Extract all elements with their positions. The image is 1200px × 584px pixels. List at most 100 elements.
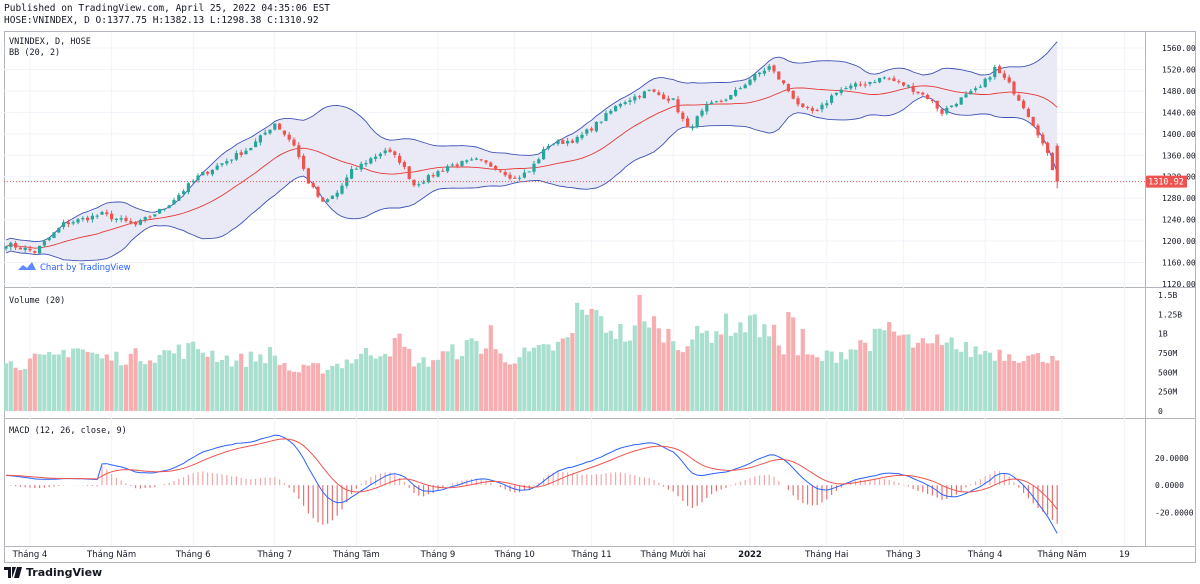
volume-bar xyxy=(354,359,359,411)
volume-bar xyxy=(253,361,258,411)
candle-body xyxy=(532,163,536,172)
volume-bar xyxy=(925,343,930,411)
candle-body xyxy=(542,149,546,160)
candle-body xyxy=(863,84,867,86)
candle-body xyxy=(623,102,627,104)
candle-body xyxy=(460,161,464,167)
volume-bar xyxy=(23,369,28,411)
tradingview-logo-icon xyxy=(4,567,22,578)
volume-bar xyxy=(963,342,969,411)
volume-axis-label: 1.5B xyxy=(1158,291,1177,300)
candle-body xyxy=(215,165,219,170)
volume-bar xyxy=(570,333,575,411)
volume-bar xyxy=(147,360,153,411)
candle-body xyxy=(134,221,138,225)
volume-legend[interactable]: Volume (20) xyxy=(9,296,65,306)
volume-bar xyxy=(32,353,37,411)
volume-bar xyxy=(383,353,388,411)
candle-body xyxy=(825,103,829,106)
footer-brand[interactable]: TradingView xyxy=(4,566,102,579)
candle-body xyxy=(33,251,37,253)
candlesticks[interactable] xyxy=(4,63,1059,255)
volume-bar xyxy=(344,359,349,411)
volume-bars[interactable] xyxy=(3,295,1060,411)
price-axis-label: 1200.00 xyxy=(1162,237,1196,246)
candle-body xyxy=(566,141,570,144)
candle-body xyxy=(830,95,834,103)
volume-bar xyxy=(786,312,791,411)
candle-body xyxy=(14,243,18,248)
candle-body xyxy=(503,172,507,176)
candle-body xyxy=(537,159,541,164)
volume-bar xyxy=(378,356,383,411)
candle-body xyxy=(57,227,61,233)
candle-body xyxy=(326,199,330,202)
tradingview-watermark[interactable]: Chart by TradingView xyxy=(18,262,131,273)
volume-bar xyxy=(71,348,76,411)
last-price-badge xyxy=(1146,175,1187,188)
price-axis-label: 1360.00 xyxy=(1162,151,1196,160)
candle-body xyxy=(278,123,282,130)
volume-bar xyxy=(109,360,114,411)
volume-bar xyxy=(555,341,561,411)
candle-body xyxy=(494,165,498,170)
candle-body xyxy=(642,91,646,99)
candle-body xyxy=(287,134,291,140)
candle-body xyxy=(988,77,992,80)
volume-bar xyxy=(66,357,71,411)
candle-body xyxy=(393,151,397,156)
volume-bar xyxy=(531,347,537,411)
candle-body xyxy=(686,118,690,128)
candle-body xyxy=(666,98,670,101)
volume-bar xyxy=(651,316,657,411)
volume-bar xyxy=(738,322,743,411)
volume-bar xyxy=(325,369,330,411)
volume-bar xyxy=(296,372,301,411)
time-axis-label: Tháng 7 xyxy=(256,550,292,560)
candle-body xyxy=(614,106,618,112)
volume-bar xyxy=(623,341,628,411)
candle-body xyxy=(1050,153,1054,171)
volume-bar xyxy=(848,349,853,411)
candle-body xyxy=(998,66,1002,74)
volume-bar xyxy=(397,333,402,411)
candle-body xyxy=(292,139,296,146)
volume-bar xyxy=(647,327,652,411)
volume-bar xyxy=(680,352,685,411)
macd-legend[interactable]: MACD (12, 26, close, 9) xyxy=(9,426,127,436)
volume-bar xyxy=(536,345,541,411)
bb-legend[interactable]: BB (20, 2) xyxy=(9,48,60,58)
candle-body xyxy=(815,110,819,112)
macd-axis-label: -20.0000 xyxy=(1155,509,1194,518)
volume-bar xyxy=(714,331,719,411)
candle-body xyxy=(1041,134,1045,144)
volume-bar xyxy=(37,354,42,411)
candle-body xyxy=(935,100,939,109)
volume-bar xyxy=(349,363,354,411)
candle-body xyxy=(172,200,176,205)
volume-bar xyxy=(287,370,292,411)
candle-body xyxy=(335,192,339,197)
volume-axis-label: 500M xyxy=(1158,368,1177,377)
time-axis-label: Tháng Năm xyxy=(1036,550,1086,560)
candle-body xyxy=(302,155,306,169)
candle-body xyxy=(743,84,747,89)
candle-body xyxy=(897,81,901,83)
candle-body xyxy=(868,81,872,84)
candle-body xyxy=(964,94,968,98)
candle-body xyxy=(374,156,378,159)
candle-body xyxy=(969,91,973,95)
time-axis-label: Tháng 9 xyxy=(420,550,456,560)
candle-body xyxy=(1046,142,1050,153)
candle-body xyxy=(316,186,320,197)
macd-indicator[interactable] xyxy=(5,434,1058,534)
candle-body xyxy=(230,159,234,161)
volume-bar xyxy=(575,302,580,411)
symbol-legend[interactable]: VNINDEX, D, HOSE xyxy=(9,37,91,47)
volume-bar xyxy=(637,295,642,411)
volume-bar xyxy=(128,353,133,411)
candle-body xyxy=(489,162,493,167)
candle-body xyxy=(441,170,445,172)
candle-body xyxy=(681,112,685,119)
